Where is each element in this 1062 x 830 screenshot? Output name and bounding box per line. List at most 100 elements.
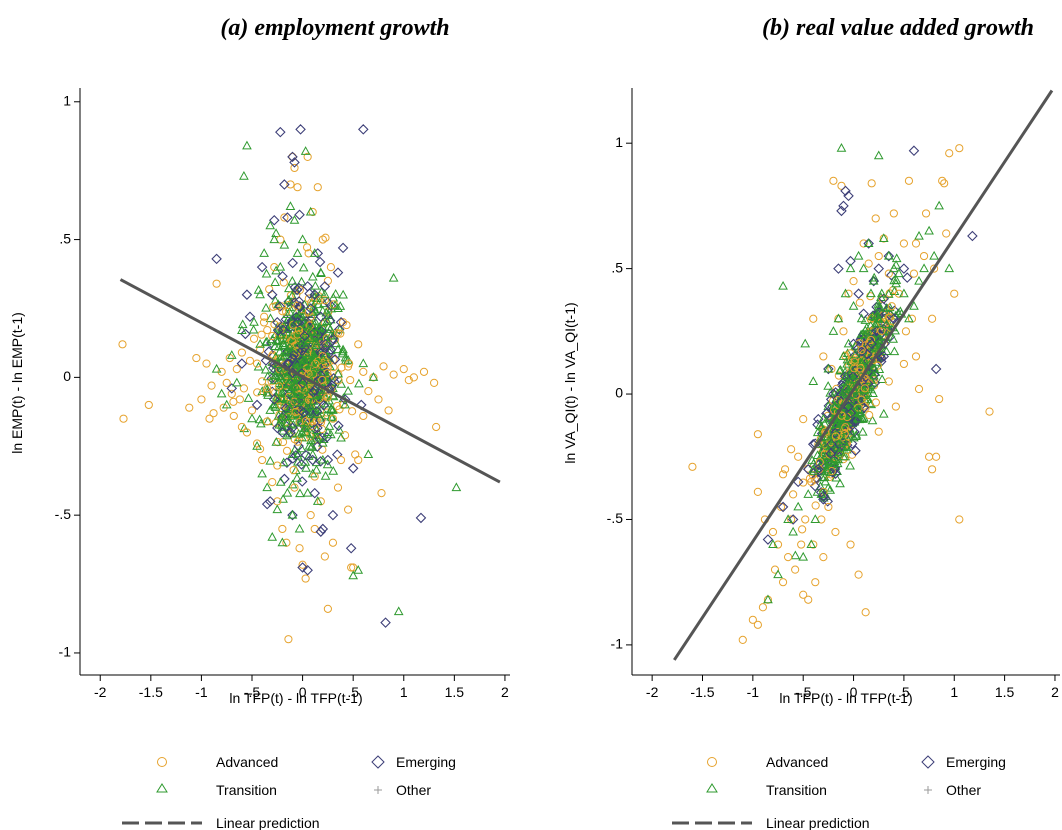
point-advanced (323, 604, 332, 613)
x-tick-label: 0 (299, 684, 307, 700)
point-advanced (293, 437, 302, 446)
y-tick-label: -.5 (55, 506, 72, 522)
point-advanced (859, 239, 868, 248)
point-advanced (318, 235, 327, 244)
point-transition (842, 358, 852, 368)
point-transition (323, 338, 334, 348)
point-advanced (304, 294, 313, 303)
point-advanced (192, 353, 201, 363)
point-emerging (251, 399, 263, 411)
point-advanced (940, 179, 949, 188)
point-transition (857, 413, 867, 423)
point-transition (296, 276, 307, 286)
point-advanced (280, 213, 289, 222)
point-advanced (768, 527, 778, 537)
point-emerging (849, 426, 860, 438)
point-advanced (935, 394, 944, 404)
point-emerging (295, 124, 306, 135)
point-transition (289, 215, 300, 224)
point-advanced (306, 298, 315, 308)
x-tick-label: 1.5 (445, 684, 465, 700)
point-transition (278, 494, 288, 503)
point-transition (867, 311, 878, 321)
point-transition (851, 405, 862, 414)
point-transition (790, 550, 801, 560)
point-advanced (811, 578, 820, 587)
point-transition (798, 551, 809, 561)
point-transition (333, 344, 343, 354)
point-advanced (293, 183, 302, 192)
y-tick-label: -1 (611, 636, 624, 652)
point-transition (262, 482, 273, 492)
point-advanced (801, 515, 810, 524)
point-advanced (333, 329, 343, 338)
point-transition (853, 404, 864, 414)
point-emerging (845, 407, 857, 419)
point-emerging (277, 270, 288, 282)
point-advanced (202, 359, 211, 368)
point-transition (285, 404, 295, 414)
point-advanced (227, 389, 236, 399)
point-advanced (320, 552, 329, 561)
point-advanced (239, 384, 249, 393)
point-advanced (899, 239, 909, 248)
point-advanced (874, 427, 883, 436)
point-advanced (809, 540, 818, 549)
point-transition (883, 250, 894, 260)
point-transition (818, 413, 829, 423)
point-transition (326, 404, 337, 414)
point-transition (272, 504, 283, 514)
point-advanced (326, 263, 336, 272)
point-transition (298, 338, 308, 348)
point-transition (323, 322, 334, 331)
y-tick-label: 0 (615, 385, 623, 401)
point-transition (808, 464, 819, 473)
point-emerging (863, 238, 874, 249)
point-emerging (847, 371, 859, 382)
point-transition (838, 451, 849, 461)
point-advanced (263, 326, 272, 335)
point-transition (292, 328, 302, 338)
point-transition (944, 263, 955, 273)
x-tick-label: -1 (195, 684, 208, 700)
point-advanced (404, 376, 413, 385)
point-emerging (282, 212, 293, 223)
point-transition (306, 325, 316, 335)
point-advanced (419, 367, 429, 376)
point-transition (340, 352, 351, 362)
point-transition (336, 432, 346, 442)
point-transition (290, 381, 301, 390)
point-transition (270, 402, 281, 411)
point-advanced (249, 334, 259, 343)
point-advanced (118, 340, 127, 349)
point-advanced (758, 603, 768, 612)
point-advanced (290, 483, 299, 492)
point-emerging (256, 261, 268, 273)
point-advanced (854, 570, 863, 579)
point-transition (842, 348, 853, 358)
point-advanced (798, 525, 807, 534)
point-advanced (359, 367, 368, 376)
point-advanced (295, 544, 304, 553)
point-advanced (955, 515, 964, 524)
point-advanced (819, 552, 828, 562)
point-transition (323, 427, 333, 436)
point-emerging (848, 416, 860, 427)
point-emerging (294, 356, 306, 367)
point-advanced (837, 181, 846, 190)
point-advanced (911, 239, 921, 248)
point-transition (337, 348, 348, 358)
point-advanced (783, 552, 793, 562)
point-transition (270, 370, 281, 380)
point-emerging (777, 501, 789, 513)
legend-marker-emerging (921, 755, 935, 769)
point-emerging (279, 473, 290, 485)
point-transition (876, 288, 887, 298)
legend-label-transition: Transition (766, 782, 827, 798)
point-transition (834, 447, 845, 457)
y-tick-label: 1 (63, 92, 71, 108)
point-transition (296, 443, 307, 453)
point-transition (343, 385, 353, 395)
point-transition (287, 290, 298, 300)
point-transition (819, 472, 830, 481)
